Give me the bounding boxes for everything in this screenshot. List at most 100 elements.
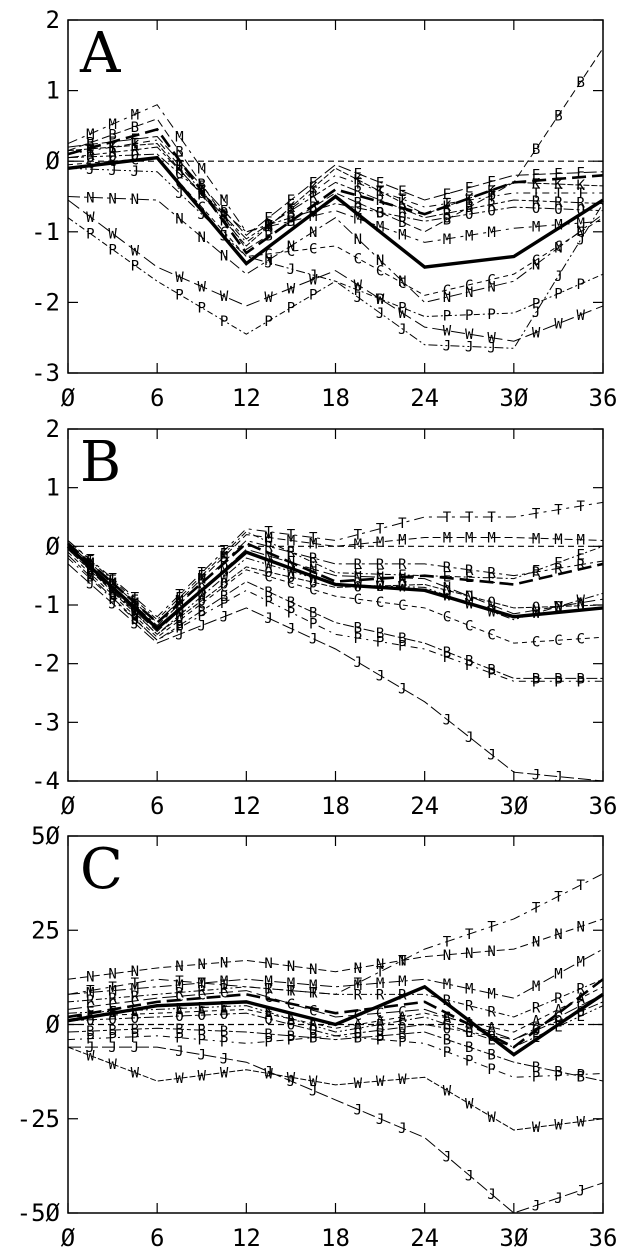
series-marker-O: O	[465, 207, 473, 223]
series-marker-E: E	[376, 1018, 384, 1034]
series-marker-P: P	[198, 608, 206, 624]
series-marker-M: M	[309, 209, 317, 225]
series-marker-J: J	[465, 340, 473, 356]
series-marker-E: E	[287, 1012, 295, 1028]
series-marker-B: B	[108, 128, 116, 144]
series-marker-E: E	[108, 573, 116, 589]
series-marker-E: E	[554, 167, 562, 183]
series-marker-N: N	[487, 944, 495, 960]
series-marker-M: M	[376, 976, 384, 992]
series-marker-T: T	[264, 982, 273, 998]
series-marker-P: P	[398, 301, 406, 317]
series-marker-C: C	[220, 225, 228, 241]
series-marker-N: N	[220, 955, 228, 971]
series-marker-B: B	[354, 196, 362, 212]
series-marker-M: M	[354, 537, 362, 553]
series-marker-T: T	[576, 878, 585, 894]
series-marker-M: M	[376, 535, 384, 551]
series-marker-E: E	[354, 566, 362, 582]
series-marker-C: C	[309, 583, 317, 599]
series-marker-W: W	[309, 571, 318, 587]
series-marker-W: W	[287, 281, 296, 297]
series-marker-O: O	[576, 1004, 584, 1020]
series-marker-P: P	[443, 1045, 451, 1061]
series-marker-W: W	[487, 605, 496, 621]
x-tick-label: 3Ø	[499, 1224, 528, 1252]
series-marker-C: C	[376, 264, 384, 280]
series-marker-C: C	[309, 242, 317, 258]
series-marker-W: W	[376, 1074, 385, 1090]
series-marker-W: W	[443, 1083, 452, 1099]
series-marker-J: J	[131, 164, 139, 180]
series-marker-J: J	[108, 1040, 116, 1056]
series-marker-J: J	[287, 1074, 295, 1090]
series-marker-T: T	[554, 889, 563, 905]
x-tick-label: 24	[410, 1224, 439, 1252]
series-marker-T: T	[532, 186, 541, 202]
series-marker-R: R	[576, 196, 585, 212]
series-marker-W: W	[576, 593, 585, 609]
x-tick-label: 12	[232, 384, 261, 412]
series-marker-A: A	[443, 1011, 452, 1027]
series-marker-B: B	[376, 626, 384, 642]
series-marker-O: O	[376, 205, 384, 221]
series-marker-R: R	[287, 545, 296, 561]
series-marker-P: P	[309, 616, 317, 632]
y-tick-label: 1	[46, 474, 60, 502]
series-marker-A: A	[309, 1017, 318, 1033]
series-marker-J: J	[554, 1191, 562, 1207]
series-marker-R: R	[443, 993, 452, 1009]
series-marker-M: M	[465, 531, 473, 547]
series-marker-K: K	[309, 181, 318, 197]
series-marker-B: B	[554, 108, 562, 124]
series-marker-R: R	[532, 565, 541, 581]
series-marker-J: J	[465, 1168, 473, 1184]
series-marker-B: B	[287, 214, 295, 230]
series-marker-E: E	[220, 1000, 228, 1016]
series-marker-A: A	[287, 1012, 296, 1028]
series-marker-E: E	[576, 547, 584, 563]
series-marker-J: J	[532, 305, 540, 321]
series-marker-O: O	[576, 203, 584, 219]
series-marker-N: N	[86, 563, 94, 579]
y-tick-label: -3	[31, 359, 60, 387]
series-marker-W: W	[175, 608, 184, 624]
series-marker-B: B	[131, 120, 139, 136]
series-marker-E: E	[175, 591, 183, 607]
series-marker-J: J	[487, 340, 495, 356]
series-marker-M: M	[576, 954, 584, 970]
series-marker-O: O	[354, 580, 362, 596]
series-marker-K: K	[576, 178, 585, 194]
series-marker-R: R	[576, 982, 585, 998]
series-marker-N: N	[264, 549, 272, 565]
series-line-C	[67, 157, 604, 296]
series-marker-C: C	[108, 997, 116, 1013]
y-tick-label: -1	[31, 218, 60, 246]
series-marker-C: C	[576, 999, 584, 1015]
series-marker-B: B	[554, 671, 562, 687]
series-marker-C: C	[220, 985, 228, 1001]
series-marker-M: M	[576, 533, 584, 549]
series-marker-T: T	[131, 137, 140, 153]
series-marker-W: W	[554, 1117, 563, 1133]
series-marker-O: O	[398, 578, 406, 594]
series-marker-A: A	[354, 1018, 363, 1034]
y-tick-label: -2	[31, 650, 60, 678]
series-marker-C: C	[354, 592, 362, 608]
series-marker-J: J	[532, 1198, 540, 1214]
series-marker-C: C	[86, 566, 94, 582]
series-line-E	[67, 135, 604, 237]
series-marker-W: W	[220, 289, 229, 305]
series-line-T	[67, 873, 604, 995]
series-line-W	[67, 199, 604, 342]
series-marker-P: P	[220, 1034, 228, 1050]
series-marker-N: N	[465, 589, 473, 605]
series-line-A	[67, 986, 604, 1033]
series-marker-C: C	[198, 597, 206, 613]
series-marker-A: A	[108, 1008, 117, 1024]
series-marker-B: B	[532, 142, 540, 158]
series-marker-N: N	[220, 249, 228, 265]
series-line-J	[67, 563, 604, 782]
